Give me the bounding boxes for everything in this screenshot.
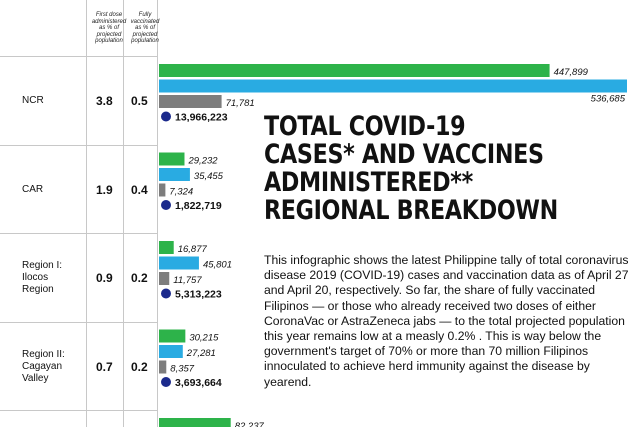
bar-green <box>159 329 186 343</box>
region-name: Region II: Cagayan Valley <box>22 348 65 384</box>
bar-blue <box>159 168 190 181</box>
data-label: 536,685 <box>591 94 626 105</box>
data-label: 27,281 <box>186 348 216 359</box>
bar-green <box>159 241 174 254</box>
population-marker <box>161 288 171 299</box>
data-label: 30,215 <box>189 333 219 344</box>
bar-gray <box>159 360 167 374</box>
population-label: 1,822,719 <box>175 200 222 212</box>
bar-green <box>159 64 550 77</box>
header-first-dose: First dose administered as % of projecte… <box>91 12 127 44</box>
first-dose-pct: 0.9 <box>96 271 113 285</box>
first-dose-pct: 0.7 <box>96 359 113 374</box>
data-label: 29,232 <box>187 156 218 167</box>
column-divider <box>86 0 87 427</box>
population-label: 5,313,223 <box>175 289 222 301</box>
bar-gray <box>159 272 170 285</box>
column-divider <box>123 0 124 427</box>
data-label: 447,899 <box>554 67 589 78</box>
row-divider <box>0 56 157 57</box>
fully-vaccinated-pct: 0.2 <box>131 359 148 374</box>
first-dose-pct: 3.8 <box>96 94 113 108</box>
data-label: 11,757 <box>173 275 202 286</box>
fully-vaccinated-pct: 0.5 <box>131 94 148 108</box>
data-label: 45,801 <box>203 260 232 271</box>
fully-vaccinated-pct: 0.2 <box>131 271 148 285</box>
column-divider <box>157 0 158 427</box>
data-label: 7,324 <box>169 187 193 198</box>
region-name: CAR <box>22 183 44 195</box>
fully-vaccinated-pct: 0.4 <box>131 182 148 197</box>
bar-blue <box>159 256 199 270</box>
data-label: 16,877 <box>178 244 208 255</box>
bar-gray <box>159 183 166 197</box>
header-fully-vaccinated: Fully vaccinated as % of projected popul… <box>130 12 160 44</box>
data-label: 71,781 <box>226 98 255 109</box>
data-label: 35,455 <box>194 171 224 182</box>
page-title: TOTAL COVID-19 CASES* AND VACCINES ADMIN… <box>264 111 558 226</box>
first-dose-pct: 1.9 <box>96 182 113 197</box>
row-divider <box>0 410 157 411</box>
region-name: Region I: Ilocos Region <box>22 260 63 295</box>
population-label: 3,693,664 <box>175 377 222 389</box>
population-marker <box>161 111 171 122</box>
bar-blue <box>159 79 627 93</box>
population-marker <box>161 200 171 210</box>
row-divider <box>0 233 157 234</box>
population-label: 13,966,223 <box>175 112 228 124</box>
bar-green <box>159 418 231 427</box>
description: This infographic shows the latest Philip… <box>264 253 629 389</box>
bar-gray <box>159 95 222 108</box>
region-name: NCR <box>22 95 44 106</box>
data-label: 8,357 <box>170 364 194 375</box>
data-label: 82,237 <box>235 421 265 427</box>
population-marker <box>161 377 171 387</box>
bar-green <box>159 152 185 166</box>
row-divider <box>0 144 157 146</box>
bar-blue <box>159 345 183 358</box>
row-divider <box>0 321 157 323</box>
